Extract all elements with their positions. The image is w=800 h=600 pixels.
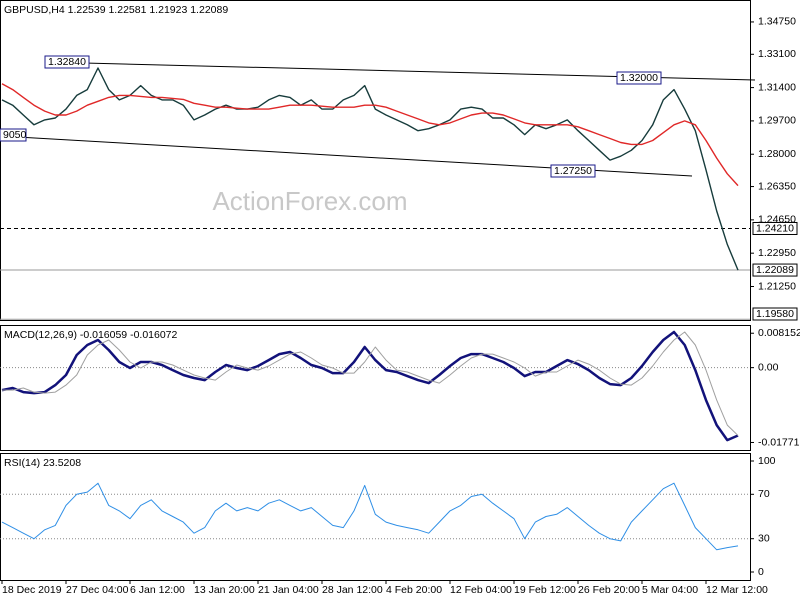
y-tick-label: 0.008152 [758,327,800,339]
panel-title: RSI(14) 23.5208 [4,457,81,469]
series-line [1,330,739,442]
y-tick-label: 1.34750 [758,16,796,28]
annotation: 9050 [3,129,27,141]
y-tick-label: -0.017718 [758,436,800,448]
level-label-box [752,263,798,277]
x-tick-label: 21 Jan 04:00 [258,584,319,596]
series-line [1,482,739,551]
y-tick-label: 30 [758,532,770,544]
y-tick-label: 1.33100 [758,48,796,60]
annotation-box [550,164,596,178]
y-tick-label: 1.29700 [758,115,796,127]
y-tick-label: 0 [758,566,764,578]
panel-title: GBPUSD,H4 1.22539 1.22581 1.21923 1.2208… [4,4,228,16]
series-line [1,67,739,271]
x-tick-label: 4 Feb 20:00 [386,584,442,596]
y-tick-label: 1.28000 [758,148,796,160]
x-tick-label: 5 Mar 04:00 [642,584,698,596]
x-tick-label: 6 Jan 12:00 [130,584,185,596]
annotation-box [0,128,27,142]
annotation: 1.27250 [554,165,592,177]
panel-frame [0,453,751,581]
level-label: 1.24210 [756,222,794,234]
x-tick-label: 12 Feb 04:00 [450,584,512,596]
annotation: 1.32000 [620,72,658,84]
x-tick-label: 13 Jan 20:00 [194,584,255,596]
level-label-box [752,221,798,235]
y-tick-label: 70 [758,488,770,500]
series-line [2,331,739,436]
x-tick-label: 26 Feb 20:00 [578,584,640,596]
panel-frame [0,325,751,451]
y-tick-label: 1.21250 [758,280,796,292]
x-tick-label: 18 Dec 2019 [2,584,62,596]
annotation-box [44,55,90,69]
level-label: 1.22089 [756,264,794,276]
y-tick-label: 0.00 [758,361,779,373]
y-tick-label: 100 [758,455,776,467]
annotation: 1.32840 [48,56,86,68]
panel-frame [0,0,751,321]
panel-title: MACD(12,26,9) -0.016059 -0.016072 [4,329,178,341]
watermark: ActionForex.com [212,186,407,216]
series-line [1,83,739,187]
x-tick-label: 28 Jan 12:00 [322,584,383,596]
x-tick-label: 19 Feb 12:00 [514,584,576,596]
level-label-box [752,307,798,321]
x-tick-label: 12 Mar 12:00 [706,584,768,596]
annotation-box [616,71,662,85]
level-label: 1.19580 [756,308,794,320]
y-tick-label: 1.22950 [758,247,796,259]
y-tick-label: 1.26350 [758,180,796,192]
x-tick-label: 27 Dec 04:00 [66,584,129,596]
y-tick-label: 1.31400 [758,81,796,93]
